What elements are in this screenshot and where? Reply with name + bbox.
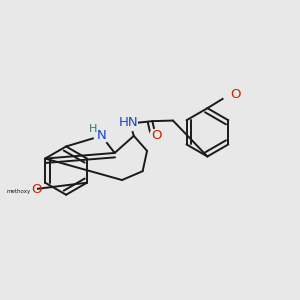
Text: O: O — [230, 88, 241, 100]
Text: N: N — [97, 129, 107, 142]
Text: O: O — [31, 183, 42, 196]
Circle shape — [150, 129, 161, 141]
Circle shape — [23, 183, 36, 196]
Text: H: H — [89, 124, 98, 134]
Text: methoxy: methoxy — [7, 189, 31, 194]
Text: O: O — [151, 129, 161, 142]
Circle shape — [94, 128, 109, 143]
Circle shape — [123, 116, 137, 131]
Text: HN: HN — [119, 116, 138, 129]
Circle shape — [223, 88, 236, 101]
